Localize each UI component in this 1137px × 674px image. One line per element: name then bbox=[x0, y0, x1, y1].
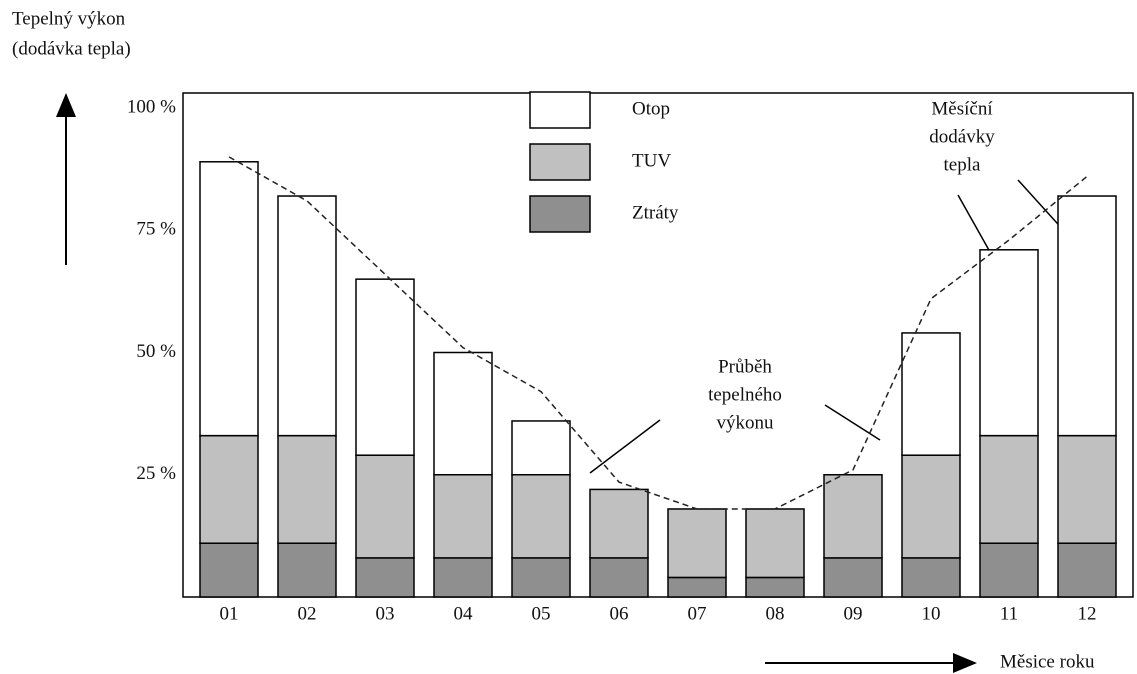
bar-segment bbox=[355, 454, 415, 559]
bar-segment bbox=[823, 474, 883, 559]
plot-frame bbox=[182, 92, 1134, 598]
x-tick-label: 03 bbox=[376, 603, 395, 624]
x-axis-label: Měsice roku bbox=[1000, 651, 1095, 672]
bar-segment bbox=[511, 557, 571, 598]
bar-segment bbox=[433, 474, 493, 559]
bar-segment bbox=[901, 557, 961, 598]
bar-segment bbox=[355, 557, 415, 598]
x-tick-label: 06 bbox=[610, 603, 629, 624]
bar-segment bbox=[823, 557, 883, 598]
legend-label: Ztráty bbox=[632, 202, 679, 223]
bar-segment bbox=[1057, 542, 1117, 598]
bar-segment bbox=[277, 434, 337, 544]
legend-label: TUV bbox=[632, 150, 671, 171]
pointer bbox=[824, 404, 881, 441]
bar-segment bbox=[433, 351, 493, 476]
x-tick-label: 12 bbox=[1078, 603, 1097, 624]
bar-segment bbox=[199, 434, 259, 544]
bar-segment bbox=[277, 542, 337, 598]
y-axis-label: (dodávka tepla) bbox=[12, 38, 131, 59]
y-tick-label: 25 % bbox=[136, 463, 176, 484]
annotation: tepelného bbox=[708, 384, 782, 405]
line bbox=[228, 156, 1088, 510]
x-tick-label: 05 bbox=[532, 603, 551, 624]
y-tick-label: 75 % bbox=[136, 219, 176, 240]
bar-segment bbox=[589, 488, 649, 559]
bar-segment bbox=[979, 542, 1039, 598]
x-tick-label: 04 bbox=[454, 603, 474, 624]
bar-segment bbox=[199, 542, 259, 598]
annotation: tepla bbox=[944, 154, 981, 175]
x-tick-label: 07 bbox=[688, 603, 707, 624]
x-tick-label: 02 bbox=[298, 603, 317, 624]
bar-segment bbox=[667, 508, 727, 579]
x-tick-label: 09 bbox=[844, 603, 863, 624]
y-tick-label: 50 % bbox=[136, 341, 176, 362]
bar-segment bbox=[1057, 195, 1117, 437]
annotation: Měsíční bbox=[931, 98, 993, 119]
bar-segment bbox=[511, 420, 571, 476]
x-tick-label: 11 bbox=[1000, 603, 1018, 624]
bar-segment bbox=[667, 576, 727, 598]
annotation: dodávky bbox=[929, 126, 995, 147]
annotation: Průběh bbox=[718, 356, 772, 377]
bar-segment bbox=[1057, 434, 1117, 544]
pointer bbox=[589, 419, 661, 474]
bar-segment bbox=[901, 454, 961, 559]
bar-segment bbox=[433, 557, 493, 598]
bar-segment bbox=[511, 474, 571, 559]
legend-swatch bbox=[529, 195, 591, 233]
y-tick-label: 100 % bbox=[127, 96, 176, 117]
bar-segment bbox=[277, 195, 337, 437]
bar-segment bbox=[901, 332, 961, 456]
bar-segment bbox=[979, 434, 1039, 544]
bar-segment bbox=[979, 249, 1039, 437]
bar-segment bbox=[355, 278, 415, 456]
annotation: výkonu bbox=[717, 412, 775, 433]
x-tick-label: 01 bbox=[220, 603, 239, 624]
x-tick-label: 08 bbox=[766, 603, 785, 624]
legend-swatch bbox=[529, 91, 591, 129]
bar-segment bbox=[745, 576, 805, 598]
legend-label: Otop bbox=[632, 98, 670, 119]
bar-segment bbox=[199, 161, 259, 437]
bar-segment bbox=[589, 557, 649, 598]
y-axis-label: Tepelný výkon bbox=[12, 8, 126, 29]
legend-swatch bbox=[529, 143, 591, 181]
x-tick-label: 10 bbox=[922, 603, 941, 624]
bar-segment bbox=[745, 508, 805, 579]
